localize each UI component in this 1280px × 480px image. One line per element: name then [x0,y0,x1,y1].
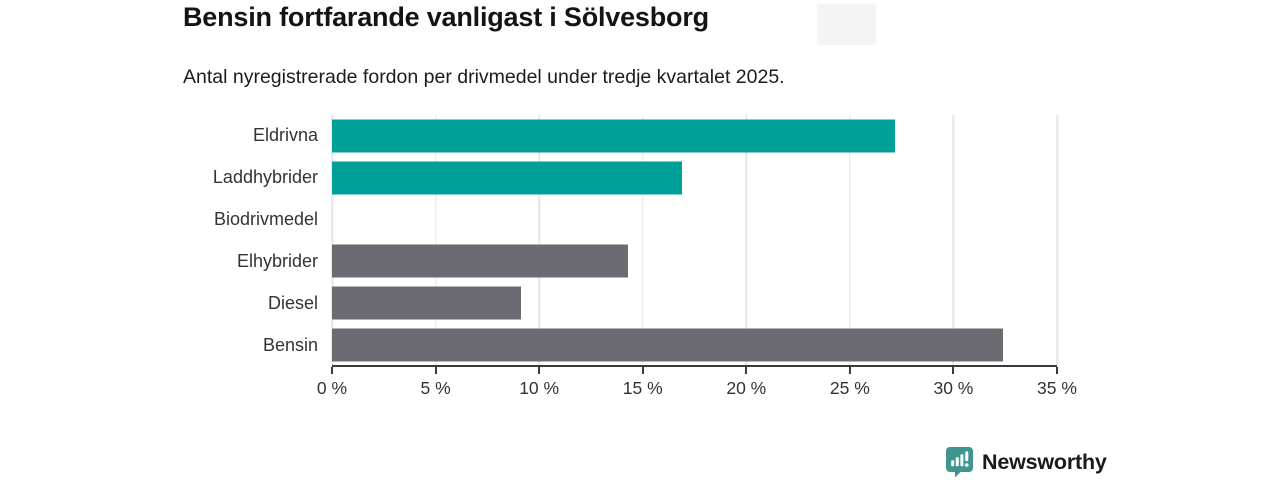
category-label-laddhybrider: Laddhybrider [212,167,318,188]
tick-mark-10 [538,367,541,374]
chart-row-elhybrider: Elhybrider [183,240,1057,282]
gridline-5 [434,115,437,366]
tick-label-30: 30 % [933,378,974,398]
gridline-30 [952,115,955,366]
gridline-20 [745,115,748,366]
tick-label-0: 0 % [316,378,348,398]
chart-row-biodrivmedel: Biodrivmedel [183,199,1057,241]
x-axis-line [332,365,1057,367]
gridline-25 [849,115,851,366]
background-artifact [817,4,876,45]
tick-mark-5 [434,367,437,374]
newsworthy-logo-text: Newsworthy [982,449,1107,474]
tick-mark-20 [745,367,748,374]
chart-subtitle: Antal nyregistrerade fordon per drivmede… [183,66,785,88]
tick-label-35: 35 % [1037,378,1077,398]
chart-row-bensin: Bensin [183,324,1057,366]
tick-label-25: 25 % [829,378,870,398]
chart-row-eldrivna: Eldrivna [183,115,1057,157]
bar-track-laddhybrider [332,157,1057,199]
tick-mark-15 [641,367,644,374]
category-label-biodrivmedel: Biodrivmedel [213,209,318,230]
bar-track-elhybrider [332,240,1057,282]
tick-mark-35 [1056,367,1058,374]
category-label-diesel: Diesel [267,292,318,313]
tick-label-10: 10 % [519,378,560,398]
gridline-35 [1056,115,1058,366]
tick-mark-25 [848,367,851,374]
category-label-bensin: Bensin [262,334,318,355]
bar-elhybrider [332,244,629,278]
category-label-elhybrider: Elhybrider [236,250,318,271]
bar-chart: Eldrivna Laddhybrider Biodrivmedel Elhybrid… [183,115,1077,398]
tick-label-15: 15 % [622,378,663,398]
gridline-10 [538,115,540,366]
gridline-0 [331,115,333,366]
chart-row-diesel: Diesel [183,282,1057,324]
tick-label-5: 5 % [420,378,451,398]
bar-track-diesel [332,282,1057,324]
tick-label-20: 20 % [726,378,767,398]
bar-laddhybrider [332,161,683,195]
bar-diesel [332,286,521,320]
x-axis: 0 % 5 % 10 % 15 % 20 % 25 % 30 % 35 % [317,367,1077,407]
bar-bensin [332,328,1004,362]
bar-track-eldrivna [332,115,1057,157]
chart-row-laddhybrider: Laddhybrider [183,157,1057,199]
logo-bubble-shape [946,447,973,478]
tick-mark-0 [331,367,333,374]
category-label-eldrivna: Eldrivna [252,125,318,146]
chart-rows: Eldrivna Laddhybrider Biodrivmedel Elhybrid… [183,115,1057,366]
plot-area [331,115,1058,366]
bar-eldrivna [332,119,896,153]
bar-track-bensin [332,324,1057,366]
bar-track-biodrivmedel [332,199,1057,241]
newsworthy-logo: Newsworthy [945,446,1107,478]
chart-title: Bensin fortfarande vanligast i Sölvesbor… [183,2,709,32]
newsworthy-bar-chart-bubble-icon [945,446,974,478]
gridline-15 [641,115,644,366]
tick-mark-30 [952,367,955,374]
